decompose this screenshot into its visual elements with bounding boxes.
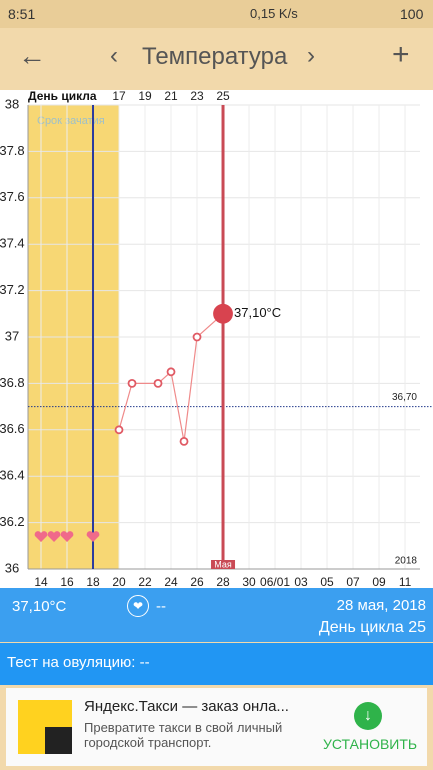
install-icon: ↓ — [354, 702, 382, 730]
value-label: 37,10°C — [234, 305, 281, 320]
x-tick-label: 09 — [372, 575, 386, 588]
x-tick-label: 24 — [164, 575, 178, 588]
heart — [34, 531, 48, 542]
x2-tick-label: 23 — [190, 90, 204, 103]
temperature-point — [192, 332, 202, 342]
y-tick-label: 37 — [5, 328, 19, 343]
temperature-point — [166, 367, 176, 377]
date: 28 мая, 2018 — [336, 597, 426, 614]
y-tick-label: 37.2 — [0, 282, 25, 297]
status-bar: 8:51 0,15 K/s 100 — [0, 0, 433, 28]
y-tick-label: 36 — [5, 560, 19, 575]
fertile-label: Срок зачатия — [37, 115, 105, 127]
mood-icon[interactable]: ❤ — [127, 595, 149, 617]
y-tick-label: 36.6 — [0, 421, 25, 436]
test-label: Тест на овуляцию: -- — [7, 654, 150, 671]
x-tick-label: 06/01 — [260, 575, 290, 588]
temperature-point — [114, 425, 124, 435]
x-tick-label: 26 — [190, 575, 204, 588]
ad-banner[interactable]: Яндекс.Такси — заказ онла... Превратите … — [6, 688, 427, 766]
coverline-label: 36,70 — [392, 392, 417, 403]
x2-tick-label: 25 — [216, 90, 230, 103]
x2-tick-label: 21 — [164, 90, 178, 103]
x-tick-label: 07 — [346, 575, 360, 588]
x2-tick-label: 17 — [112, 90, 126, 103]
temperature-point — [179, 436, 189, 446]
cycle-day: День цикла 25 — [318, 619, 426, 636]
x-tick-label: 14 — [34, 575, 48, 588]
x-tick-label: 03 — [294, 575, 308, 588]
test-row[interactable]: Тест на овуляцию: -- — [0, 643, 433, 685]
net-speed: 0,15 K/s — [250, 6, 298, 21]
ad-icon — [18, 700, 72, 754]
info-panel: 37,10°C ❤ -- 28 мая, 2018 День цикла 25 — [0, 588, 433, 642]
x-tick-label: 11 — [399, 575, 412, 588]
year-label: 2018 — [395, 556, 418, 567]
ad-title: Яндекс.Такси — заказ онла... — [84, 698, 289, 715]
title: Температура — [142, 43, 288, 70]
y-tick-label: 38 — [5, 96, 19, 111]
heart — [47, 531, 61, 542]
heart — [86, 531, 100, 542]
back-button[interactable]: ← — [18, 40, 46, 71]
heart — [60, 531, 74, 542]
next-button[interactable]: › — [307, 42, 315, 69]
y-tick-label: 37.8 — [0, 143, 25, 158]
x-tick-label: 16 — [60, 575, 74, 588]
y-tick-label: 37.6 — [0, 189, 25, 204]
x2-axis-label: День цикла — [28, 90, 97, 103]
y-tick-label: 36.4 — [0, 468, 25, 483]
current-day-tag — [211, 560, 236, 569]
header: ← ‹ Температура › + — [0, 28, 433, 88]
temperature-point — [127, 378, 137, 388]
x-tick-label: 30 — [242, 575, 256, 588]
y-tick-label: 36.2 — [0, 514, 25, 529]
temperature: 37,10°C — [12, 598, 67, 615]
chart: Срок зачатия 36 36.2 36.4 36.6 36.8 37 37.2 37.4… — [0, 90, 433, 588]
x-tick-label: 28 — [216, 575, 230, 588]
x-tick-label: 22 — [138, 575, 152, 588]
install-button[interactable]: УСТАНОВИТЬ — [323, 736, 418, 752]
ad-text: Превратите такси в свой личный городской… — [84, 720, 283, 750]
temperature-point — [213, 303, 233, 324]
time: 8:51 — [8, 6, 36, 22]
y-tick-label: 36.8 — [0, 375, 25, 390]
battery: 100 — [400, 6, 424, 22]
mood: -- — [156, 598, 166, 615]
x-tick-label: 20 — [112, 575, 126, 588]
y-tick-label: 37.4 — [0, 236, 25, 251]
prev-button[interactable]: ‹ — [110, 42, 118, 69]
current-day-label: Мая — [214, 559, 232, 569]
x-tick-label: 18 — [86, 575, 100, 588]
temperature-point — [153, 378, 163, 388]
x-tick-label: 05 — [320, 575, 334, 588]
x2-tick-label: 19 — [138, 90, 152, 103]
add-button[interactable]: + — [392, 38, 410, 71]
